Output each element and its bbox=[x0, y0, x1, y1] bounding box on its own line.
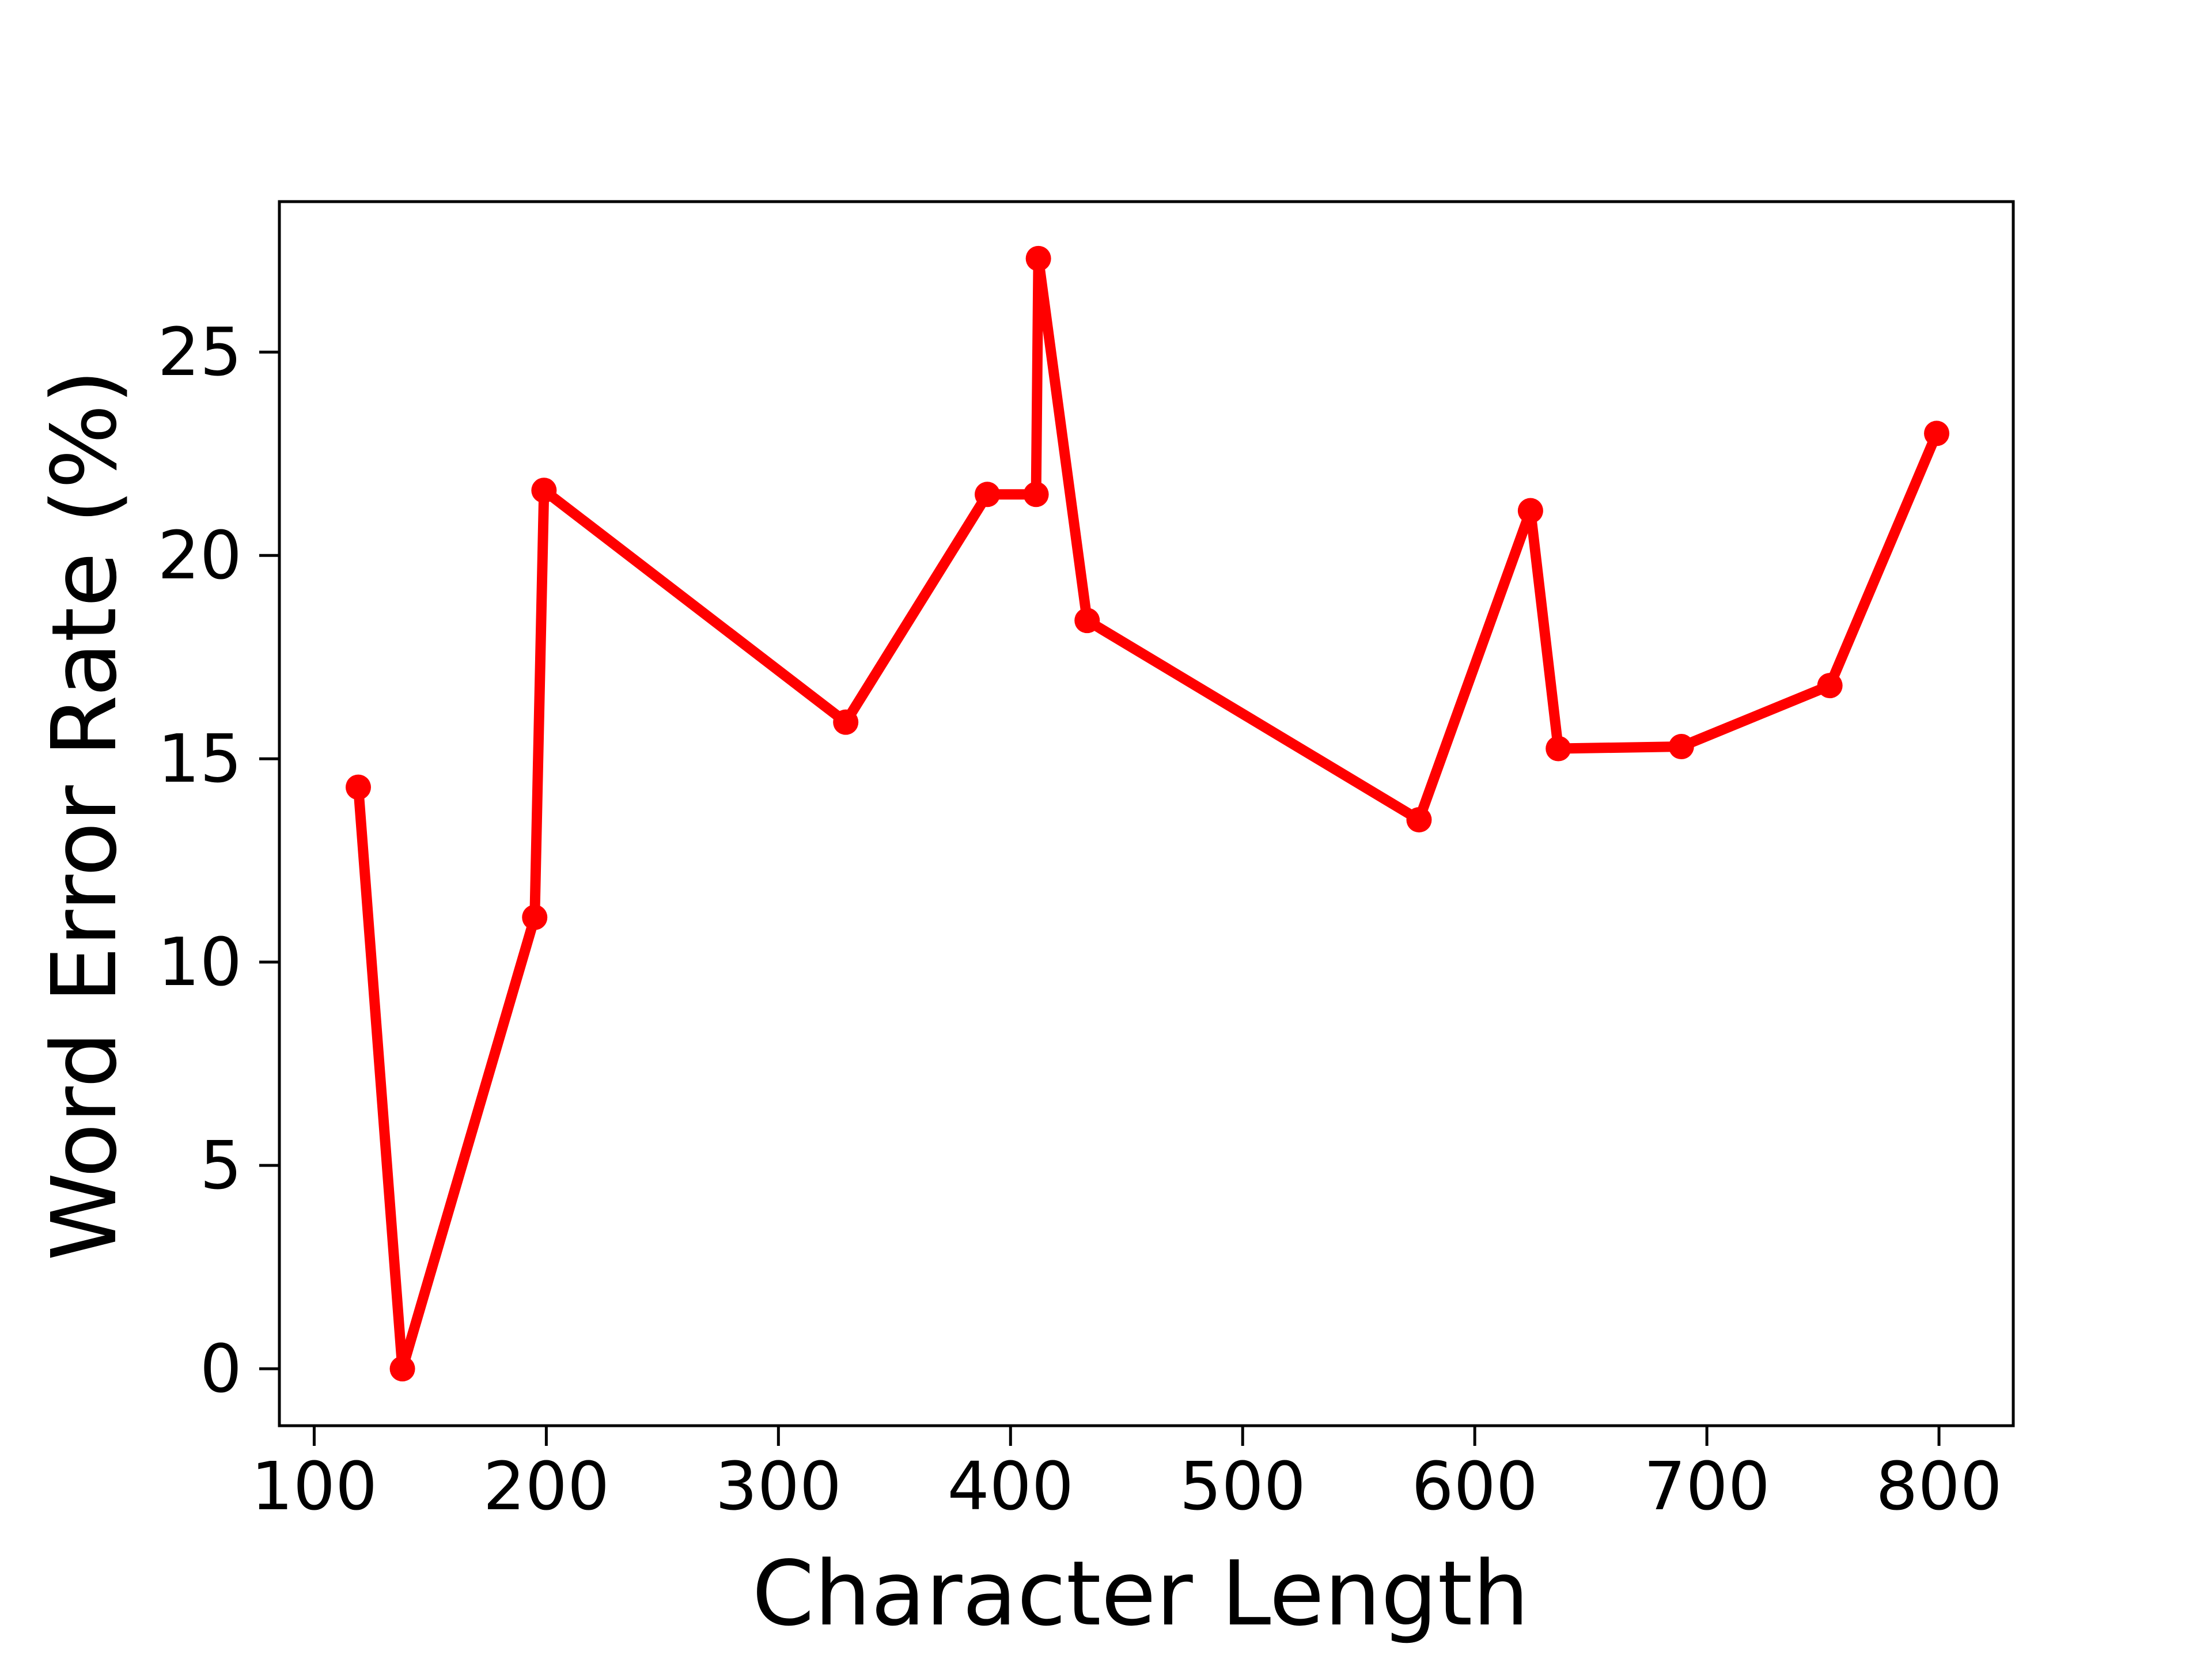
y-tick-label: 15 bbox=[158, 721, 242, 798]
data-point bbox=[389, 1356, 415, 1382]
data-point bbox=[1406, 807, 1432, 833]
data-point bbox=[1924, 421, 1950, 446]
y-axis-label: Word Error Rate (%) bbox=[32, 369, 137, 1261]
y-tick-label: 0 bbox=[200, 1331, 242, 1408]
data-point bbox=[1023, 482, 1049, 507]
data-point bbox=[974, 482, 1000, 507]
x-axis-label: Character Length bbox=[752, 1541, 1529, 1646]
y-tick-label: 10 bbox=[158, 924, 242, 1001]
data-point bbox=[833, 709, 859, 735]
series-layer bbox=[346, 245, 1950, 1382]
y-tick-label: 25 bbox=[158, 314, 242, 391]
data-point bbox=[522, 904, 548, 930]
data-point bbox=[1817, 673, 1843, 699]
x-tick-label: 300 bbox=[715, 1448, 842, 1525]
x-tick-label: 200 bbox=[483, 1448, 610, 1525]
data-point bbox=[346, 774, 372, 800]
y-tick-label: 20 bbox=[158, 517, 242, 594]
data-point bbox=[1668, 734, 1694, 760]
y-tick-label: 5 bbox=[200, 1127, 242, 1205]
data-point bbox=[1546, 736, 1571, 762]
x-tick-label: 700 bbox=[1643, 1448, 1770, 1525]
x-tick-label: 600 bbox=[1411, 1448, 1538, 1525]
x-tick-label: 800 bbox=[1876, 1448, 2002, 1525]
y-axis: 0 5 10 15 20 25 bbox=[158, 314, 279, 1408]
x-tick-label: 100 bbox=[251, 1448, 378, 1525]
data-point bbox=[1074, 608, 1100, 634]
data-point bbox=[1025, 245, 1051, 271]
plot-frame bbox=[278, 200, 2015, 1427]
x-tick-label: 500 bbox=[1179, 1448, 1306, 1525]
x-axis: 100 200 300 400 500 600 700 800 bbox=[251, 1426, 2002, 1525]
data-point bbox=[1517, 498, 1543, 524]
x-tick-label: 400 bbox=[948, 1448, 1074, 1525]
data-point bbox=[531, 478, 557, 503]
